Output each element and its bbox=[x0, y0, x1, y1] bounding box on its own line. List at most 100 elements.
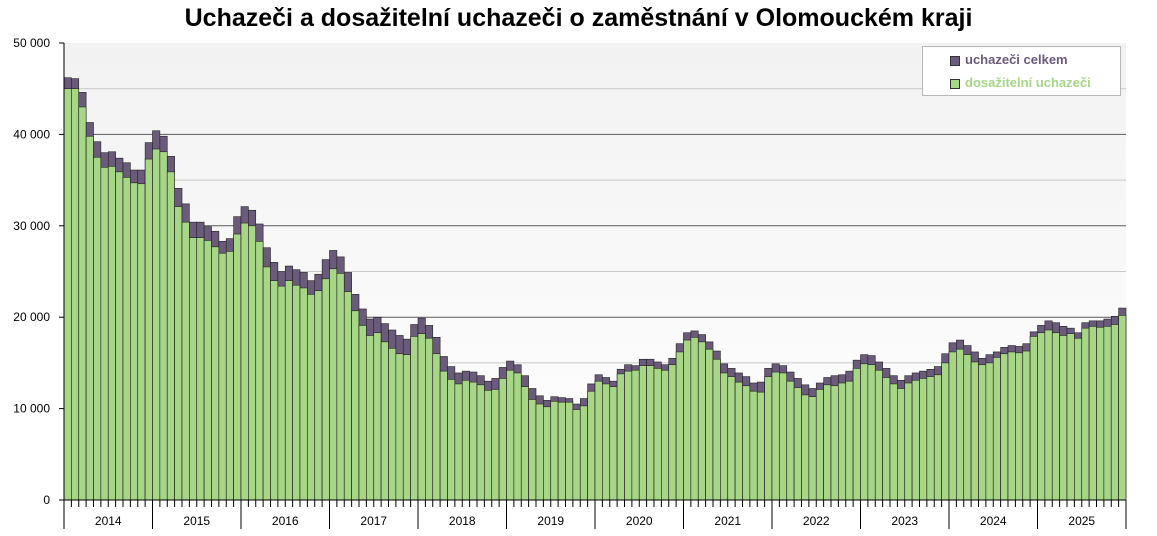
bar-available bbox=[366, 335, 375, 501]
bar-available bbox=[1096, 326, 1105, 501]
bar-available bbox=[985, 362, 994, 501]
bar-available bbox=[1029, 336, 1038, 501]
bar-available bbox=[948, 351, 957, 501]
bar-available bbox=[867, 364, 876, 501]
bar-available bbox=[358, 325, 367, 501]
bar-available bbox=[874, 369, 883, 501]
bar-available bbox=[343, 291, 352, 501]
bar-available bbox=[130, 182, 139, 501]
bar-available bbox=[277, 285, 286, 501]
x-year-label: 2018 bbox=[449, 514, 476, 528]
bar-available bbox=[911, 379, 920, 501]
bar-available bbox=[137, 183, 146, 501]
bar-available bbox=[919, 378, 928, 501]
bar-available bbox=[690, 337, 699, 501]
x-year-label: 2025 bbox=[1068, 514, 1095, 528]
bar-available bbox=[78, 106, 87, 501]
bar-available bbox=[742, 385, 751, 501]
bar-available bbox=[1059, 335, 1068, 501]
y-tick-label: 50 000 bbox=[13, 36, 50, 50]
bar-available bbox=[181, 221, 190, 501]
bar-available bbox=[1081, 327, 1090, 501]
bar-available bbox=[550, 400, 559, 501]
x-year-label: 2017 bbox=[360, 514, 387, 528]
bar-available bbox=[594, 380, 603, 501]
bar-available bbox=[638, 365, 647, 501]
bar-available bbox=[749, 390, 758, 501]
bar-available bbox=[624, 370, 633, 501]
bar-available bbox=[661, 369, 670, 501]
y-tick-label: 40 000 bbox=[13, 127, 50, 141]
bar-available bbox=[697, 341, 706, 501]
bar-available bbox=[528, 399, 537, 501]
bar-available bbox=[764, 376, 773, 501]
bar-available bbox=[830, 385, 839, 501]
bar-available bbox=[373, 332, 382, 501]
bar-available bbox=[93, 156, 102, 501]
bar-available bbox=[144, 158, 153, 501]
bar-available bbox=[255, 241, 264, 501]
legend-swatch-available bbox=[950, 79, 960, 89]
bar-available bbox=[380, 341, 389, 501]
bar-available bbox=[262, 266, 271, 501]
bar-available bbox=[484, 390, 493, 501]
bar-available bbox=[314, 290, 323, 501]
bar-available bbox=[159, 151, 168, 501]
bar-available bbox=[100, 167, 109, 501]
bar-available bbox=[218, 252, 227, 501]
x-year-label: 2019 bbox=[537, 514, 564, 528]
bar-available bbox=[646, 365, 655, 501]
bar-available bbox=[683, 339, 692, 501]
bar-available bbox=[520, 386, 529, 501]
bar-available bbox=[336, 273, 345, 501]
y-tick-label: 20 000 bbox=[13, 310, 50, 324]
bar-available bbox=[926, 376, 935, 501]
bar-available bbox=[602, 383, 611, 501]
bar-available bbox=[166, 171, 175, 501]
legend-swatch-total bbox=[950, 56, 960, 66]
bar-available bbox=[838, 382, 847, 501]
bar-available bbox=[270, 280, 279, 501]
bar-available bbox=[771, 371, 780, 501]
bar-available bbox=[1110, 324, 1119, 501]
legend-label-total: uchazeči celkem bbox=[965, 52, 1068, 67]
bar-available bbox=[174, 206, 183, 501]
bar-available bbox=[712, 358, 721, 501]
bar-available bbox=[248, 225, 257, 501]
bar-available bbox=[941, 362, 950, 501]
bar-available bbox=[897, 388, 906, 501]
legend: uchazeči celkem dosažitelní uchazeči bbox=[922, 46, 1121, 96]
x-year-label: 2020 bbox=[626, 514, 653, 528]
bar-available bbox=[535, 403, 544, 501]
bar-available bbox=[1015, 352, 1024, 501]
bar-available bbox=[956, 348, 965, 501]
bar-available bbox=[572, 409, 581, 501]
bar-available bbox=[579, 405, 588, 501]
bar-available bbox=[189, 237, 198, 501]
bar-available bbox=[417, 333, 426, 501]
y-tick-label: 10 000 bbox=[13, 402, 50, 416]
bar-available bbox=[970, 361, 979, 501]
legend-label-available: dosažitelní uchazeči bbox=[965, 75, 1091, 90]
bar-available bbox=[801, 394, 810, 501]
chart-title: Uchazeči a dosažitelní uchazeči o zaměst… bbox=[184, 4, 973, 32]
bar-available bbox=[815, 389, 824, 501]
y-tick-label: 30 000 bbox=[13, 219, 50, 233]
bar-available bbox=[491, 389, 500, 501]
bar-available bbox=[631, 369, 640, 501]
bar-available bbox=[1022, 350, 1031, 501]
bar-available bbox=[675, 351, 684, 501]
bar-available bbox=[845, 380, 854, 501]
bar-available bbox=[557, 401, 566, 501]
bar-available bbox=[565, 401, 574, 501]
bar-available bbox=[402, 354, 411, 501]
bar-available bbox=[233, 233, 242, 501]
bar-available bbox=[587, 390, 596, 501]
bar-available bbox=[1000, 353, 1009, 501]
bar-available bbox=[860, 363, 869, 501]
bar-available bbox=[978, 364, 987, 501]
bar-available bbox=[439, 370, 448, 501]
bar-available bbox=[1066, 333, 1075, 501]
bar-available bbox=[653, 368, 662, 501]
bar-available bbox=[1037, 332, 1046, 501]
